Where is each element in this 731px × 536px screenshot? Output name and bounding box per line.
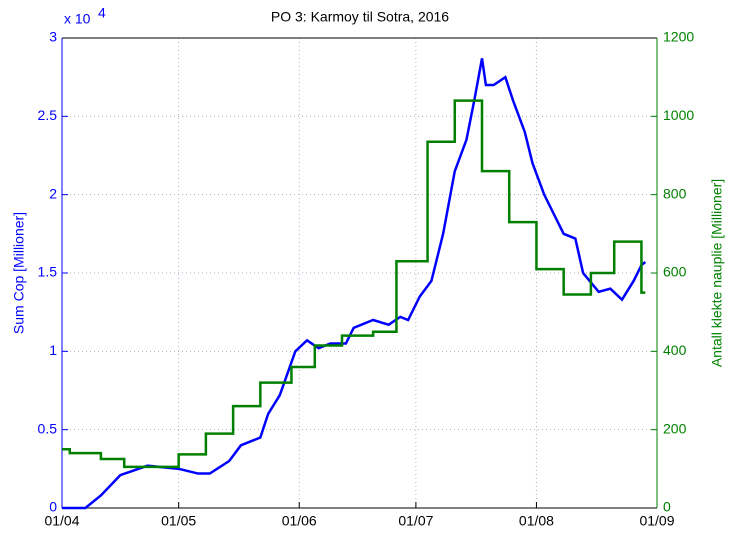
y2-tick-label: 600 (663, 264, 687, 280)
x-tick-label: 01/08 (519, 513, 554, 529)
x-tick-label: 01/04 (44, 513, 79, 529)
y-axis-label: Sum Cop [Millioner] (11, 212, 27, 334)
chart-title: PO 3: Karmoy til Sotra, 2016 (271, 9, 449, 25)
y2-axis-label: Antall klekte nauplie [Millioner] (709, 179, 725, 367)
y2-tick-label: 400 (663, 342, 687, 358)
y-multiplier-exponent: 4 (98, 5, 106, 21)
y-tick-label: 1 (49, 342, 57, 358)
x-tick-label: 01/06 (282, 513, 317, 529)
y-tick-label: 0.5 (38, 420, 58, 436)
y-tick-label: 2 (49, 185, 57, 201)
y2-tick-label: 200 (663, 420, 687, 436)
y-tick-label: 3 (49, 29, 57, 45)
x-tick-label: 01/07 (398, 513, 433, 529)
data-line (62, 99, 646, 469)
y-tick-label: 0 (49, 499, 57, 515)
y2-tick-label: 1000 (663, 107, 694, 123)
y2-tick-label: 800 (663, 185, 687, 201)
x-tick-label: 01/05 (161, 513, 196, 529)
y2-tick-label: 1200 (663, 29, 694, 45)
y-multiplier: x 10 (64, 11, 91, 27)
y2-tick-label: 0 (663, 499, 671, 515)
y-tick-label: 2.5 (38, 107, 58, 123)
y-tick-label: 1.5 (38, 264, 58, 280)
data-line (62, 58, 647, 510)
x-tick-label: 01/09 (639, 513, 674, 529)
